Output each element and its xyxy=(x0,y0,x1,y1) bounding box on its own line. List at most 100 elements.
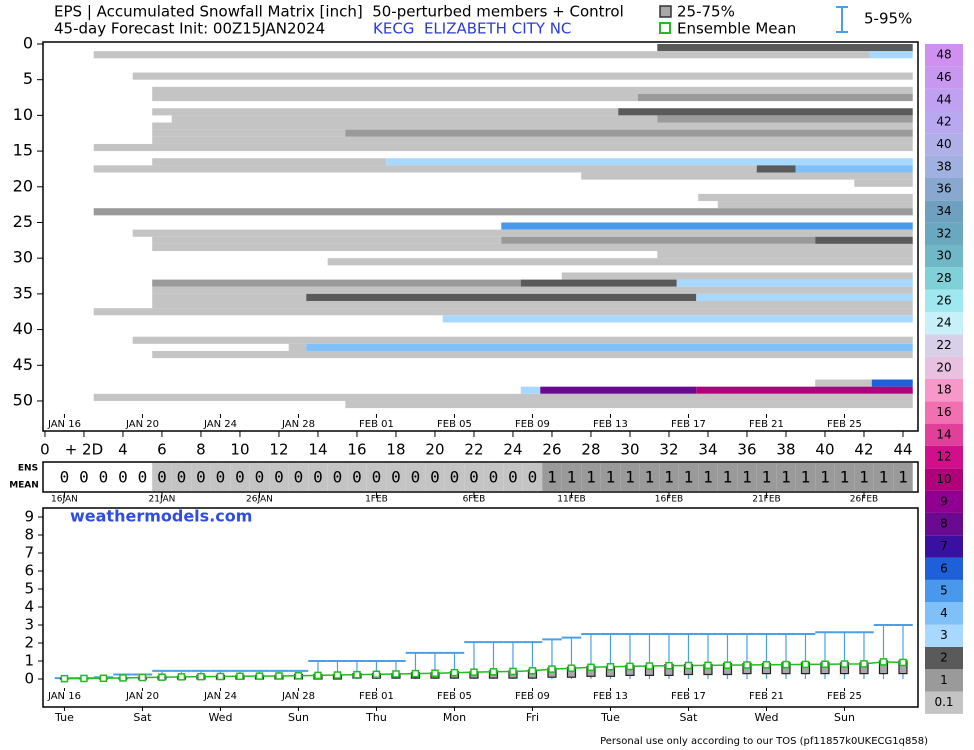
weekday-label: Sun xyxy=(834,711,855,724)
matrix-cell xyxy=(501,236,816,244)
mean-label: 0 xyxy=(177,468,187,487)
mean-marker xyxy=(587,663,595,672)
mean-row-tick-label: 6FEB xyxy=(463,495,486,505)
mean-label: 0 xyxy=(274,468,284,487)
mean-marker xyxy=(860,660,868,668)
colorbar-label: 32 xyxy=(936,226,951,240)
colorbar-label: 22 xyxy=(936,338,951,352)
y-tick-label: 10 xyxy=(13,105,33,124)
x-tick-label: FEB 05 xyxy=(437,419,472,430)
weekday-label: Wed xyxy=(754,711,778,724)
colorbar-swatch xyxy=(925,646,963,670)
mean-marker xyxy=(840,660,849,668)
colorbar-label: 38 xyxy=(936,159,951,173)
colorbar-swatch xyxy=(925,289,963,312)
day-tick-label: 12 xyxy=(269,441,288,459)
mean-cell xyxy=(74,463,94,491)
mean-cell xyxy=(717,463,738,491)
matrix-cell xyxy=(345,129,913,137)
mean-cell xyxy=(815,463,835,491)
colorbar-swatch xyxy=(925,490,963,513)
y-tick-label: 0 xyxy=(23,34,33,53)
x-tick-label: FEB 25 xyxy=(827,419,862,430)
matrix-cell xyxy=(93,308,913,316)
mean-marker xyxy=(509,667,517,676)
y-tick-label: 0 xyxy=(24,670,34,688)
mean-marker xyxy=(255,672,264,680)
y-tick-label: 40 xyxy=(13,319,33,338)
day-tick-label: 20 xyxy=(425,441,444,459)
mean-marker xyxy=(548,665,556,673)
colorbar-label: 0.1 xyxy=(934,695,953,709)
matrix-cell xyxy=(756,165,796,173)
mean-label: 0 xyxy=(411,468,421,487)
mean-row-frame xyxy=(42,461,919,493)
matrix-cell xyxy=(795,165,913,173)
weekday-label: Mon xyxy=(443,711,466,724)
day-tick-label: 0 xyxy=(40,441,50,459)
colorbar-label: 24 xyxy=(936,316,951,330)
mean-cell xyxy=(795,463,816,491)
mean-marker xyxy=(392,670,400,678)
colorbar-label: 36 xyxy=(936,182,951,196)
x-tick-label: FEB 09 xyxy=(515,419,550,430)
x-tick-label: FEB 01 xyxy=(359,419,394,430)
colorbar-label: 2 xyxy=(940,651,948,665)
mean-cell xyxy=(756,463,777,491)
colorbar-label: 9 xyxy=(940,494,948,508)
mean-label: 0 xyxy=(255,468,265,487)
mean-marker xyxy=(158,673,166,681)
matrix-cell xyxy=(327,258,913,266)
colorbar-label: 44 xyxy=(936,92,951,106)
mean-marker xyxy=(567,664,576,672)
colorbar-swatch xyxy=(925,66,963,89)
colorbar-label: 1 xyxy=(940,673,948,687)
mean-label: 1 xyxy=(879,468,889,487)
matrix-cell xyxy=(618,108,913,116)
mean-marker xyxy=(684,661,693,670)
x-tick-label: JAN 28 xyxy=(281,419,315,430)
x-tick-label: FEB 21 xyxy=(749,691,784,702)
mean-marker xyxy=(216,672,225,681)
colorbar-swatch xyxy=(925,44,963,67)
colorbar-swatch xyxy=(925,445,963,469)
matrix-cell xyxy=(698,193,913,202)
mean-label: 1 xyxy=(801,468,811,487)
colorbar-swatch xyxy=(925,378,963,402)
weekday-label: Sat xyxy=(679,711,698,724)
colorbar-label: 18 xyxy=(936,383,951,397)
matrix-cell xyxy=(657,251,913,259)
mean-cell xyxy=(542,463,562,491)
legend-box-label: 25-75% xyxy=(677,3,735,21)
mean-label: 0 xyxy=(60,468,70,487)
matrix-cell xyxy=(501,222,913,230)
mean-label: 0 xyxy=(294,468,304,487)
mean-label: 0 xyxy=(196,468,206,487)
mean-marker xyxy=(606,663,615,671)
day-tick-label: 24 xyxy=(503,441,522,459)
day-tick-label: 22 xyxy=(464,441,483,459)
mean-row-tick-label: 16JAN xyxy=(51,495,78,505)
y-tick-label: 50 xyxy=(13,390,33,409)
x-tick-label: JAN 28 xyxy=(281,691,315,702)
mean-marker xyxy=(177,673,186,681)
matrix-cell xyxy=(815,236,913,244)
y-tick-label: 4 xyxy=(24,598,34,616)
weekday-label: Thu xyxy=(365,711,387,724)
day-tick-label: 40 xyxy=(815,441,834,459)
day-tick-label: 42 xyxy=(854,441,873,459)
footer: Personal use only according to our TOS (… xyxy=(600,736,928,747)
mean-label: 0 xyxy=(450,468,460,487)
chart-title: EPS | Accumulated Snowfall Matrix [inch]… xyxy=(54,3,624,21)
mean-marker xyxy=(665,661,673,670)
mean-cell xyxy=(444,463,465,491)
matrix-cell xyxy=(152,236,502,244)
mean-cell xyxy=(288,463,309,491)
mean-label: 0 xyxy=(528,468,538,487)
weekday-label: Tue xyxy=(54,711,74,724)
mean-label: 0 xyxy=(391,468,401,487)
mean-cell xyxy=(230,463,250,491)
mean-label: 0 xyxy=(157,468,167,487)
colorbar-swatch xyxy=(925,311,963,335)
mean-marker xyxy=(821,660,829,668)
